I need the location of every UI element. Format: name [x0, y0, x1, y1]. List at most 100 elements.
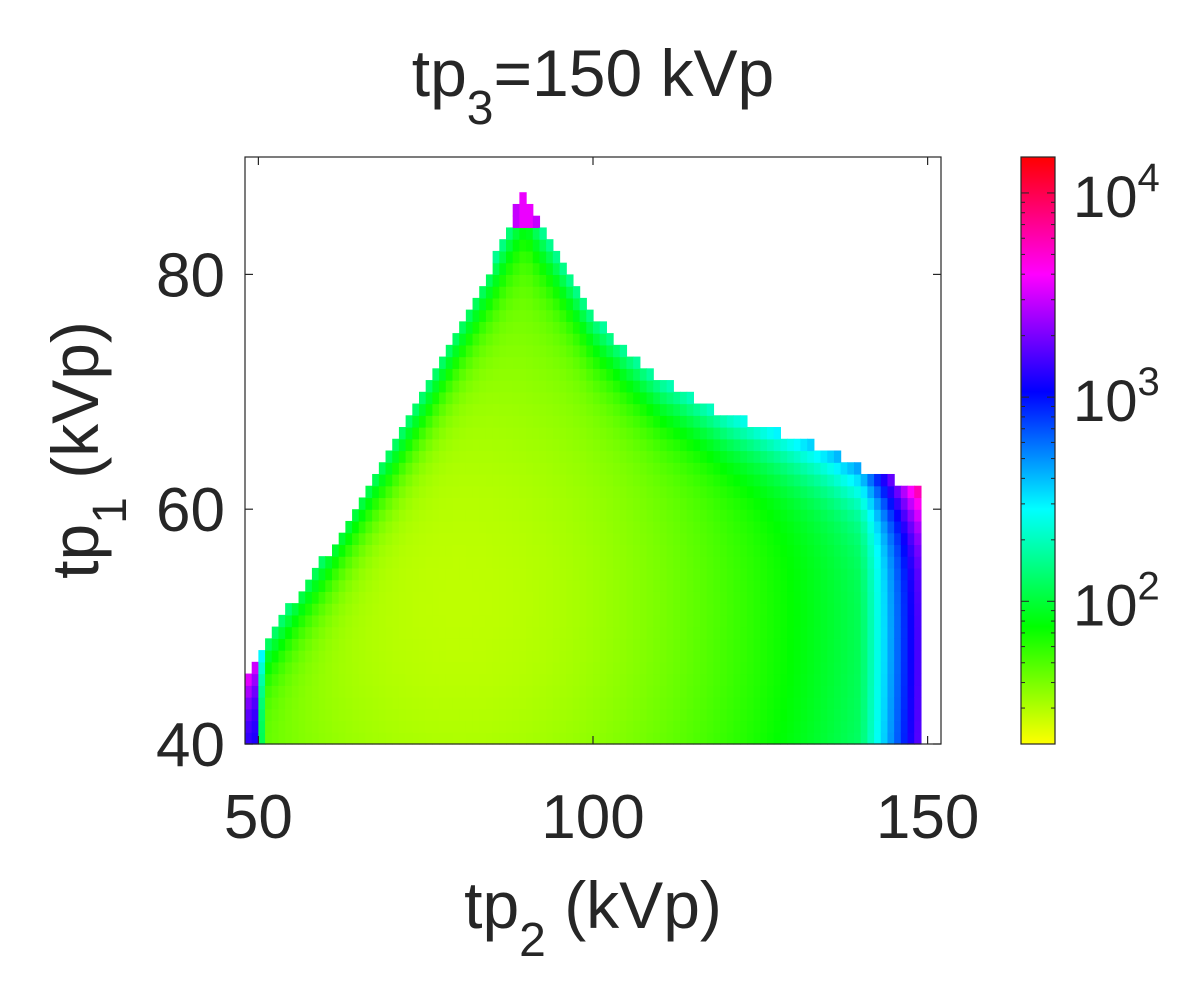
heatmap-cell [860, 732, 868, 745]
heatmap-cell [546, 473, 554, 487]
heatmap-cell [526, 462, 534, 475]
heatmap-cell [733, 473, 741, 487]
heatmap-cell [352, 720, 360, 733]
heatmap-cell [860, 603, 868, 616]
heatmap-cell [465, 438, 474, 452]
heatmap-cell [385, 473, 393, 487]
heatmap-cell [412, 732, 420, 745]
heatmap-cell [813, 485, 822, 499]
heatmap-cell [552, 520, 561, 534]
heatmap-cell [532, 650, 541, 663]
heatmap-cell [673, 638, 681, 651]
heatmap-cell [760, 661, 768, 675]
heatmap-cell [887, 485, 895, 499]
heatmap-cell [673, 438, 681, 452]
heatmap-cell [599, 626, 607, 639]
heatmap-cell [519, 192, 527, 205]
heatmap-cell [546, 544, 554, 557]
heatmap-cell [432, 485, 440, 499]
heatmap-cell [325, 732, 333, 745]
heatmap-cell [398, 438, 407, 452]
heatmap-cell [626, 626, 634, 639]
heatmap-cell [519, 391, 527, 405]
heatmap-cell [659, 567, 668, 581]
heatmap-cell [659, 720, 668, 733]
heatmap-cell [606, 626, 614, 639]
heatmap-cell [452, 520, 460, 534]
heatmap-cell [566, 650, 574, 663]
heatmap-cell [860, 567, 868, 581]
heatmap-cell [619, 380, 628, 393]
heatmap-cell [820, 485, 828, 499]
heatmap-cell [532, 579, 541, 592]
heatmap-cell [773, 520, 781, 534]
heatmap-cell [780, 556, 788, 569]
heatmap-cell [519, 579, 527, 592]
heatmap-cell [753, 462, 761, 475]
heatmap-cell [653, 391, 661, 405]
heatmap-cell [566, 520, 574, 534]
heatmap-cell [492, 333, 500, 346]
heatmap-cell [746, 697, 755, 710]
heatmap-cell [860, 638, 868, 651]
heatmap-cell [332, 626, 340, 639]
heatmap-cell [894, 673, 902, 686]
heatmap-cell [412, 603, 420, 616]
heatmap-cell [378, 673, 387, 686]
heatmap-cell [793, 579, 802, 592]
heatmap-cell [800, 450, 808, 463]
heatmap-cell [787, 614, 795, 628]
heatmap-cell [633, 462, 641, 475]
heatmap-cell [633, 415, 641, 428]
heatmap-cell [539, 438, 547, 452]
heatmap-cell [566, 732, 574, 745]
heatmap-cell [419, 462, 427, 475]
heatmap-cell [659, 473, 668, 487]
heatmap-cell [332, 579, 340, 592]
heatmap-cell [419, 673, 427, 686]
heatmap-cell [780, 567, 788, 581]
heatmap-cell [599, 438, 607, 452]
heatmap-cell [593, 427, 601, 440]
heatmap-cell [813, 732, 822, 745]
heatmap-cell [506, 544, 514, 557]
heatmap-cell [900, 673, 909, 686]
heatmap-cell [546, 661, 554, 675]
heatmap-cell [465, 579, 474, 592]
heatmap-cell [285, 661, 293, 675]
heatmap-cell [780, 532, 788, 546]
heatmap-cell [425, 462, 433, 475]
heatmap-cell [733, 450, 741, 463]
heatmap-cell [546, 368, 554, 381]
heatmap-cell [559, 485, 567, 499]
heatmap-cell [673, 462, 681, 475]
heatmap-cell [633, 473, 641, 487]
heatmap-cell [506, 614, 514, 628]
heatmap-cell [807, 708, 815, 722]
heatmap-cell [332, 697, 340, 710]
heatmap-cell [740, 556, 748, 569]
heatmap-cell [552, 262, 561, 275]
heatmap-cell [773, 603, 781, 616]
heatmap-cell [593, 380, 601, 393]
heatmap-cell [552, 567, 561, 581]
heatmap-cell [673, 427, 681, 440]
heatmap-cell [619, 450, 628, 463]
heatmap-cell [432, 614, 440, 628]
heatmap-cell [646, 732, 654, 745]
heatmap-cell [907, 544, 915, 557]
heatmap-cell [398, 509, 407, 522]
heatmap-cell [385, 462, 393, 475]
heatmap-cell [593, 368, 601, 381]
heatmap-cell [265, 720, 273, 733]
heatmap-cell [833, 450, 842, 463]
heatmap-cell [459, 427, 467, 440]
heatmap-cell [887, 532, 895, 546]
heatmap-cell [378, 697, 387, 710]
heatmap-cell [552, 415, 561, 428]
heatmap-cell [586, 368, 594, 381]
heatmap-cell [412, 638, 420, 651]
heatmap-cell [820, 697, 828, 710]
heatmap-cell [572, 497, 581, 510]
heatmap-cell [392, 450, 400, 463]
